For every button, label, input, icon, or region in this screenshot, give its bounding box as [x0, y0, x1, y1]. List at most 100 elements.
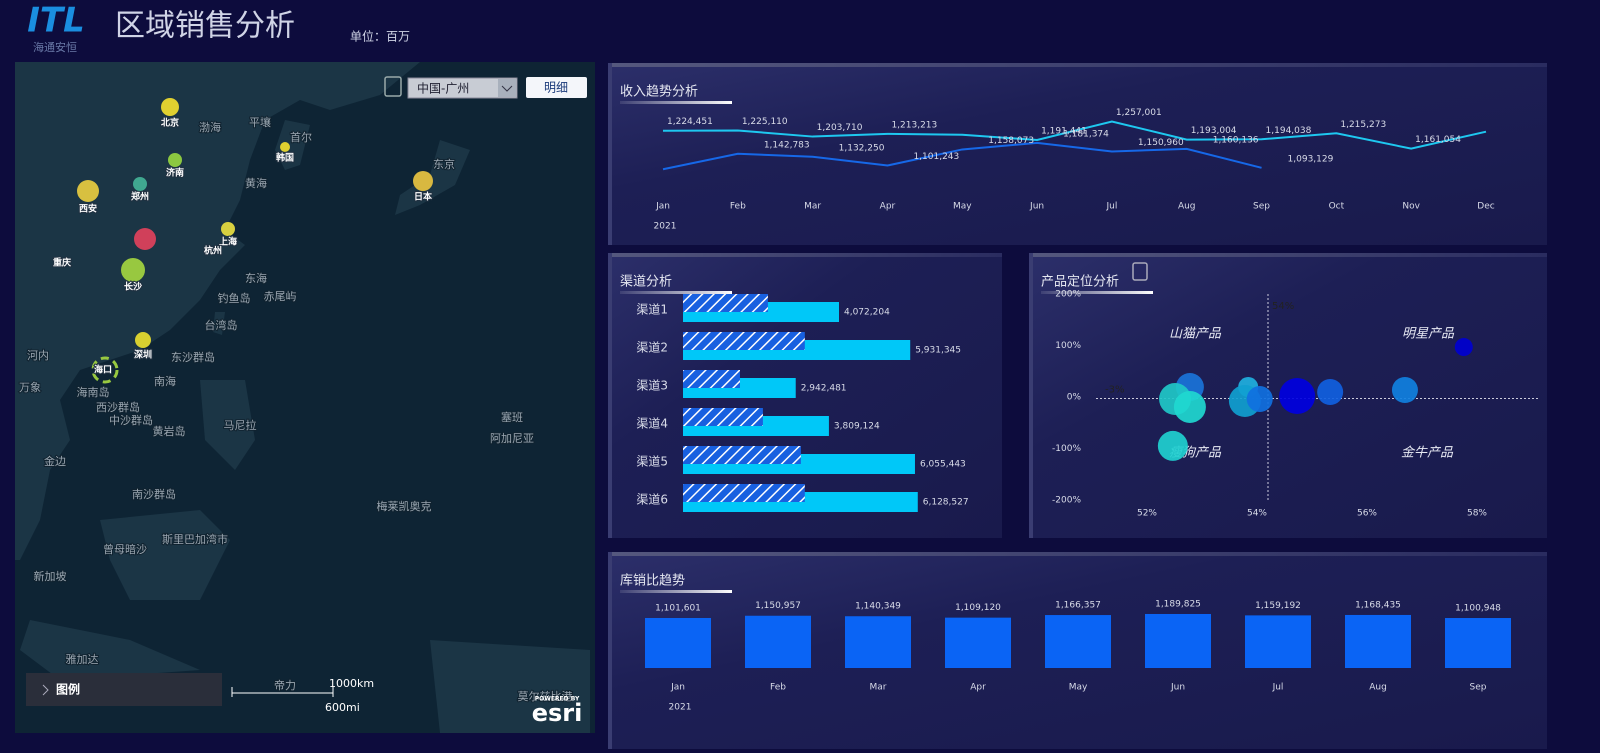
map-bubble[interactable] — [221, 222, 235, 236]
place-label: 南沙群岛 — [132, 487, 176, 501]
clipboard-icon — [1132, 262, 1148, 281]
place-label: 上海 — [219, 236, 237, 248]
clipboard-icon[interactable] — [384, 76, 402, 97]
place-label: 韩国 — [276, 152, 294, 164]
place-label: 金边 — [44, 454, 66, 468]
x-tick-label: Mar — [804, 202, 821, 212]
data-label: 1,160,136 — [1213, 135, 1259, 145]
data-label: 1,109,120 — [955, 603, 1001, 613]
esri-logo: esri — [532, 699, 583, 727]
x-tick-label: Apr — [970, 683, 986, 693]
x-tick-label: Jun — [1170, 683, 1185, 693]
bubble — [1157, 430, 1188, 461]
y-tick-label: 渠道5 — [636, 455, 668, 469]
x-tick-label: May — [953, 202, 972, 212]
place-label: 阿加尼亚 — [490, 432, 534, 445]
panel-left — [608, 63, 612, 245]
title-underline — [1041, 291, 1153, 294]
title-underline — [620, 291, 732, 294]
bubble — [1317, 379, 1344, 406]
data-label: 1,194,038 — [1266, 126, 1312, 136]
map-bubble[interactable] — [134, 228, 156, 250]
map-bubble[interactable] — [135, 332, 151, 348]
data-label: 1,159,192 — [1255, 601, 1301, 611]
scale-km: 1000km — [329, 677, 374, 690]
place-label: 塞班 — [501, 410, 523, 424]
x-tick-label: Mar — [870, 683, 887, 693]
place-label: 马尼拉 — [224, 418, 257, 432]
scale-mi: 600mi — [325, 701, 360, 714]
map-bubble[interactable] — [121, 258, 145, 282]
data-label: 1,189,825 — [1155, 599, 1201, 609]
bar — [645, 617, 711, 668]
place-label: 海南岛 — [77, 385, 110, 399]
x-tick-label: May — [1069, 683, 1088, 693]
data-label: 1,203,710 — [817, 123, 863, 133]
place-label: 重庆 — [53, 257, 71, 269]
map-bubble[interactable] — [133, 177, 147, 191]
data-label: 1,158,073 — [988, 136, 1034, 146]
data-label: 1,225,110 — [742, 117, 788, 127]
place-label: 东京 — [433, 157, 455, 171]
place-label: 南海 — [154, 374, 176, 388]
map-bubble[interactable] — [91, 356, 119, 384]
select-arrow[interactable] — [498, 79, 516, 97]
map-bubble[interactable] — [280, 142, 290, 152]
data-label: 1,150,960 — [1138, 138, 1184, 148]
detail-button[interactable] — [526, 77, 587, 98]
data-label: 4,072,204 — [844, 308, 890, 318]
bar — [683, 370, 740, 388]
place-label: 东沙群岛 — [171, 350, 215, 364]
x-tick-label: 56% — [1357, 509, 1377, 519]
x-axis-year: 2021 — [654, 222, 677, 232]
data-label: 1,101,601 — [655, 603, 701, 613]
data-label: 1,150,957 — [755, 601, 801, 611]
y-tick-label: 渠道2 — [636, 341, 668, 355]
line-series — [662, 120, 1487, 150]
legend-toggle[interactable] — [26, 673, 222, 706]
x-tick-label: Feb — [770, 683, 786, 693]
x-tick-label: Jan — [655, 202, 670, 212]
bubble — [1246, 386, 1273, 413]
land — [213, 312, 225, 335]
data-label: 1,132,250 — [839, 143, 885, 153]
y-tick-label: -100% — [1052, 444, 1081, 454]
data-label: 1,142,783 — [764, 140, 810, 150]
x-tick-label: Jul — [1272, 683, 1284, 693]
title-underline — [620, 590, 732, 593]
map-bubble[interactable] — [161, 98, 179, 116]
place-label: 海口 — [94, 364, 112, 376]
place-label: 梅莱凯奥克 — [377, 499, 432, 513]
logo: ITL — [27, 1, 85, 41]
x-reference-label: 54% — [1272, 301, 1294, 312]
map-bubble[interactable] — [168, 153, 182, 167]
place-label: 东海 — [245, 271, 267, 285]
quadrant-label: 明星产品 — [1402, 327, 1455, 342]
page-title: 区域销售分析 — [115, 9, 295, 44]
x-tick-label: 58% — [1467, 509, 1487, 519]
x-tick-label: Apr — [880, 202, 896, 212]
data-label: 5,931,345 — [915, 346, 961, 356]
map-bubble[interactable] — [413, 171, 433, 191]
map-bubble[interactable] — [77, 180, 99, 202]
x-tick-label: Sep — [1470, 683, 1487, 693]
title-underline — [620, 101, 732, 104]
region-select-text: 中国-广州 — [417, 81, 469, 96]
bar — [1245, 615, 1311, 668]
panel-title: 渠道分析 — [620, 275, 672, 290]
region-select[interactable] — [407, 77, 518, 99]
data-label: 1,191,441 — [1041, 127, 1087, 137]
bar — [1345, 614, 1411, 668]
y-reference-label: -3% — [1105, 385, 1124, 396]
bubble — [1173, 390, 1206, 423]
detail-button-text: 明细 — [544, 81, 568, 95]
land — [395, 140, 470, 215]
place-label: 深圳 — [134, 349, 152, 361]
place-label: 河内 — [27, 348, 49, 362]
bar — [1045, 615, 1111, 668]
panel-top — [608, 552, 1547, 556]
place-label: 长沙 — [124, 281, 142, 293]
y-tick-label: -200% — [1052, 496, 1081, 506]
